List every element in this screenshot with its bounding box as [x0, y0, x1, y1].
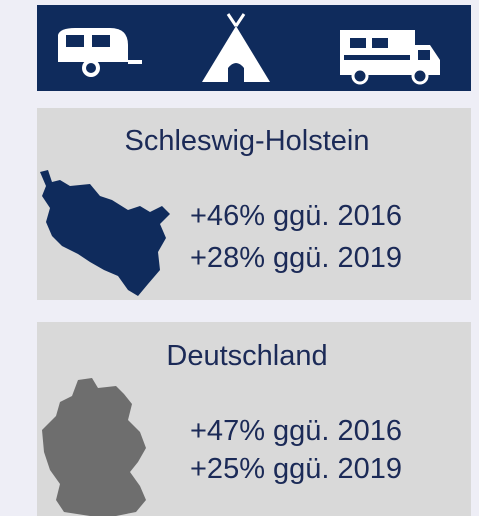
panel-line: +46% ggü. 2016 [190, 200, 402, 232]
camper-icon [340, 30, 440, 85]
panel-line: +25% ggü. 2019 [190, 453, 402, 485]
map-schleswig-holstein [40, 170, 170, 296]
map-deutschland [42, 378, 146, 516]
panel-line: +47% ggü. 2016 [190, 415, 402, 447]
panel-line: +28% ggü. 2019 [190, 242, 402, 274]
tent-icon [202, 13, 270, 82]
panel-title: Deutschland [166, 340, 327, 372]
panel-title: Schleswig-Holstein [125, 125, 370, 157]
caravan-icon [58, 28, 142, 77]
